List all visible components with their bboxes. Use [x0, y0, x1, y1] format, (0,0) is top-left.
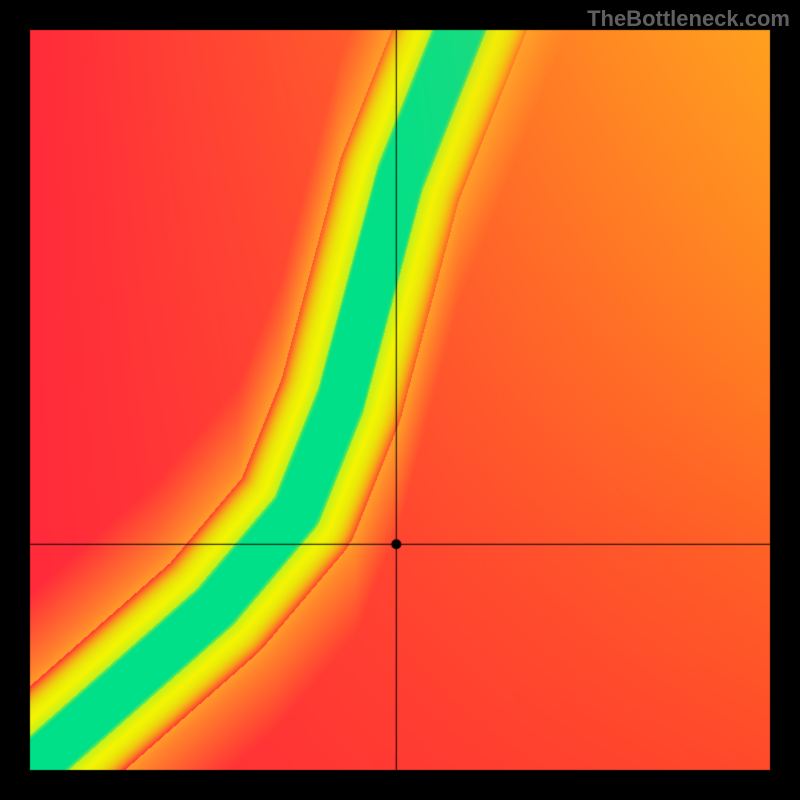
chart-container: TheBottleneck.com [0, 0, 800, 800]
heatmap-canvas [0, 0, 800, 800]
watermark: TheBottleneck.com [587, 6, 790, 32]
